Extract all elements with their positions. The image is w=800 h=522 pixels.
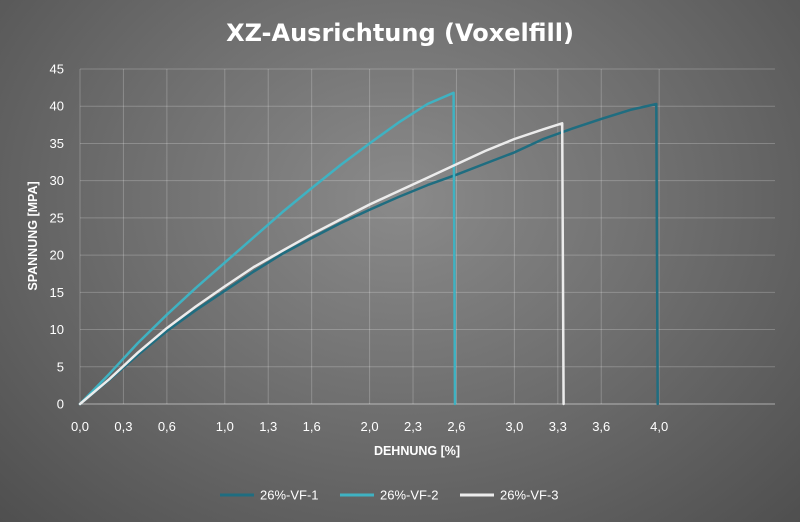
x-tick-label: 1,0 xyxy=(216,419,234,434)
series-line xyxy=(78,91,457,406)
series-line xyxy=(78,102,659,406)
series-layer xyxy=(78,91,659,406)
x-tick-label: 3,0 xyxy=(505,419,523,434)
legend-label: 26%-VF-1 xyxy=(260,488,319,503)
y-tick-labels: 0 5 10 15 20 25 30 35 40 45 xyxy=(50,62,64,412)
y-tick-label: 30 xyxy=(50,173,64,188)
chart-title: XZ-Ausrichtung (Voxelfill) xyxy=(226,19,574,47)
x-tick-label: 0,6 xyxy=(158,419,176,434)
y-tick-label: 35 xyxy=(50,136,64,151)
x-tick-label: 4,0 xyxy=(650,419,668,434)
grid-lines xyxy=(79,68,775,404)
legend: 26%-VF-1 26%-VF-2 26%-VF-3 xyxy=(220,488,559,503)
legend-label: 26%-VF-2 xyxy=(380,488,439,503)
x-axis-label: DEHNUNG [%] xyxy=(374,444,460,458)
y-tick-label: 10 xyxy=(50,322,64,337)
x-tick-label: 1,3 xyxy=(259,419,277,434)
y-tick-label: 0 xyxy=(57,397,64,412)
x-tick-label: 2,3 xyxy=(404,419,422,434)
y-axis-label: SPANNUNG [MPA] xyxy=(26,181,40,290)
x-tick-labels: 0,0 0,3 0,6 1,0 1,3 1,6 2,0 2,3 2,6 3,0 3,3 3,6 4,0 xyxy=(71,419,668,434)
x-tick-label: 1,6 xyxy=(303,419,321,434)
x-tick-label: 3,3 xyxy=(549,419,567,434)
x-tick-label: 0,3 xyxy=(114,419,132,434)
y-tick-label: 20 xyxy=(50,248,64,263)
y-tick-label: 45 xyxy=(50,62,64,77)
y-tick-label: 15 xyxy=(50,285,64,300)
y-tick-label: 5 xyxy=(57,359,64,374)
legend-label: 26%-VF-3 xyxy=(500,488,559,503)
y-tick-label: 40 xyxy=(50,99,64,114)
x-tick-label: 0,0 xyxy=(71,419,89,434)
x-tick-label: 3,6 xyxy=(592,419,610,434)
x-tick-label: 2,6 xyxy=(447,419,465,434)
series-line xyxy=(78,122,565,406)
x-tick-label: 2,0 xyxy=(361,419,379,434)
y-tick-label: 25 xyxy=(50,210,64,225)
